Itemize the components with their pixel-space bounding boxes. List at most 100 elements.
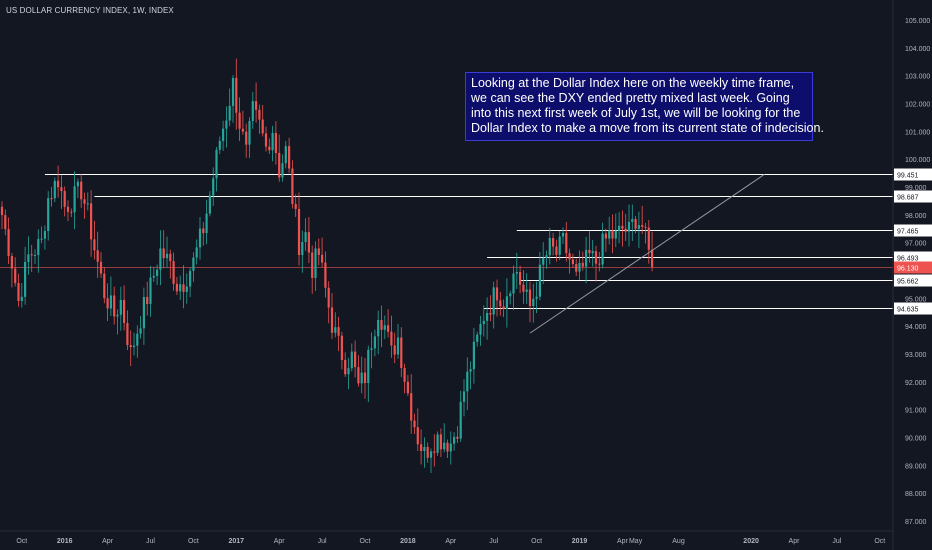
candle-body (192, 257, 195, 271)
level-label: 96.493 (897, 256, 919, 263)
candle-body (449, 443, 452, 452)
candle-body (651, 249, 654, 267)
candle-body (185, 286, 188, 292)
candle-body (519, 272, 522, 285)
candle-body (159, 248, 162, 270)
candle-body (433, 451, 436, 453)
candle-body (598, 263, 601, 265)
candle-body (439, 434, 442, 450)
candle-body (532, 298, 535, 306)
candle-body (383, 325, 386, 330)
level-label: 94.635 (897, 307, 919, 314)
x-tick-label: Apr (102, 538, 114, 545)
level-label-bg (894, 190, 932, 203)
candle-body (426, 446, 429, 458)
candle-body (337, 327, 340, 336)
candle-body (268, 146, 271, 151)
x-tick-label: Jul (489, 538, 498, 545)
candle-body (347, 368, 350, 375)
y-tick-label: 102.000 (905, 102, 930, 109)
candle-body (357, 367, 360, 384)
candle-body (288, 146, 291, 169)
candle-body (413, 420, 416, 428)
y-tick-label: 99.000 (905, 185, 927, 192)
candle-body (565, 232, 568, 254)
candle-body (165, 253, 169, 259)
candle-body (142, 296, 145, 329)
candle-body (162, 248, 165, 259)
candle-body (27, 254, 30, 262)
current-price-label-bg (894, 261, 932, 274)
candle-body (644, 226, 647, 228)
candle-body (202, 228, 205, 234)
candle-body (311, 252, 314, 279)
candle-body (33, 255, 37, 257)
candle-body (505, 296, 508, 309)
y-tick-label: 91.000 (905, 408, 927, 415)
x-tick-label: Jul (146, 538, 155, 545)
horizontal-levels (0, 174, 893, 309)
candle-body (618, 225, 621, 231)
candle-body (179, 284, 182, 292)
candle-body (96, 250, 99, 262)
candle-body (43, 231, 46, 239)
y-tick-label: 101.000 (905, 129, 930, 136)
candle-body (403, 368, 406, 382)
level-label-bg (894, 224, 932, 237)
candle-body (83, 199, 86, 204)
candle-body (66, 206, 70, 212)
x-tick-label: Apr (789, 538, 801, 545)
x-tick-label: 2020 (743, 538, 759, 545)
candle-body (235, 77, 238, 113)
candle-body (218, 140, 221, 150)
y-tick-label: 95.000 (905, 296, 927, 303)
x-tick-label: Aug (672, 538, 685, 545)
candle-body (156, 269, 159, 276)
candle-body (535, 296, 538, 299)
candle-body (548, 238, 551, 256)
candle-body (360, 372, 363, 384)
level-label-bg (894, 251, 932, 264)
candle-body (568, 253, 571, 260)
candle-body (641, 225, 644, 227)
chart-title: US DOLLAR CURRENCY INDEX, 1W, INDEX (6, 6, 174, 15)
price-axis: 105.000 104.000 103.000 102.000 101.000 100.0… (892, 0, 932, 550)
candle-body (10, 256, 13, 269)
x-tick-label: 2016 (57, 538, 73, 545)
candle-body (205, 213, 208, 234)
candle-body (304, 232, 307, 243)
candle-body (53, 180, 56, 199)
candle-body (327, 287, 330, 308)
annotation-line: into this next first week of July 1st, w… (471, 106, 801, 120)
candle-body (486, 312, 489, 321)
candle-body (228, 105, 231, 121)
candle-body (588, 249, 591, 254)
candle-body (37, 239, 40, 256)
candle-body (578, 262, 581, 272)
candle-body (377, 319, 380, 337)
candle-body (307, 232, 310, 253)
candle-body (291, 168, 294, 204)
candle-body (258, 109, 261, 120)
candle-body (314, 248, 317, 279)
candle-body (274, 132, 277, 153)
candle-body (17, 283, 20, 301)
candle-body (459, 401, 462, 439)
candle-body (182, 284, 185, 292)
current-price-label: 96.130 (897, 266, 919, 273)
candle-body (90, 203, 93, 240)
candle-body (634, 219, 637, 229)
candle-body (169, 253, 172, 262)
y-tick-label: 88.000 (905, 491, 927, 498)
candle-body (129, 345, 132, 348)
candle-body (420, 444, 423, 451)
candle-body (591, 251, 594, 254)
candle-body (225, 120, 228, 129)
candle-body (119, 299, 122, 315)
candle-body (212, 178, 215, 196)
candle-body (482, 320, 485, 325)
candle-body (624, 228, 627, 232)
y-tick-label: 98.000 (905, 213, 927, 220)
candle-body (466, 371, 469, 392)
candle-body (354, 351, 357, 368)
